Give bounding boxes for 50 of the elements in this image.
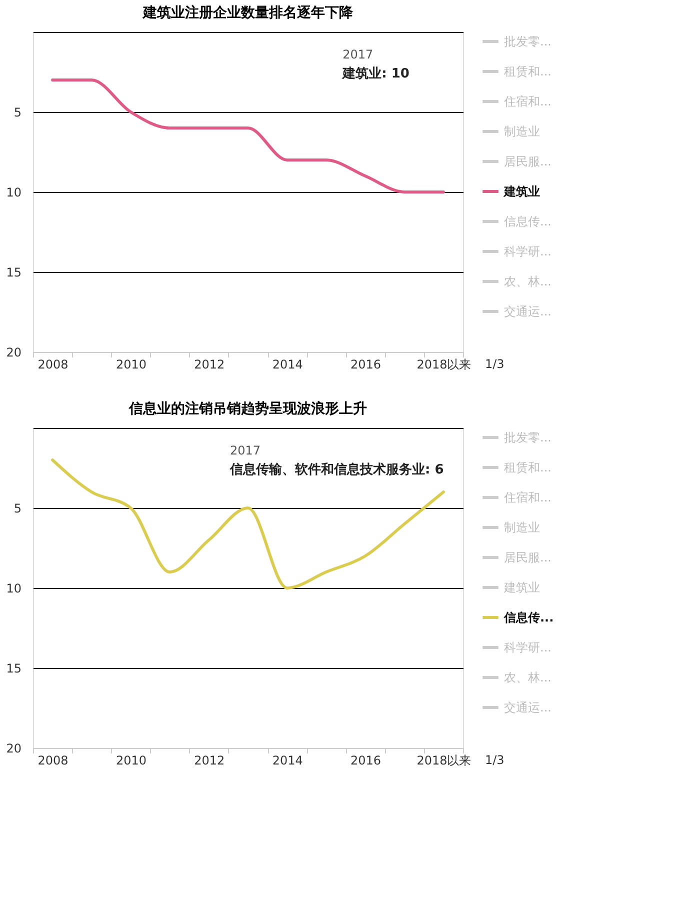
- legend-label: 科学研...: [504, 244, 552, 258]
- y-tick-label: 15: [6, 662, 22, 676]
- x-tick-label: 2008: [38, 358, 68, 372]
- legend-label: 居民服...: [504, 154, 552, 168]
- x-tick-label: 2018以来: [416, 358, 472, 372]
- legend-label: 租赁和...: [504, 64, 552, 78]
- line-series: [51, 458, 445, 590]
- legend-label: 交通运...: [504, 700, 552, 714]
- legend-label: 批发零...: [504, 34, 552, 48]
- annotation: 信息传输、软件和信息技术服务业: 6: [229, 462, 444, 478]
- x-tick-label: 2012: [194, 754, 225, 768]
- y-tick-label: 5: [14, 106, 22, 120]
- x-tick-label: 2010: [116, 358, 146, 372]
- legend-label: 科学研...: [504, 640, 552, 654]
- legend-label: 建筑业: [503, 184, 540, 198]
- legend-label: 农、林...: [504, 670, 552, 684]
- annotation: 建筑业: 10: [342, 66, 410, 82]
- legend-label: 农、林...: [504, 274, 552, 288]
- text: 1/3: [485, 753, 504, 767]
- y-tick-label: 5: [14, 502, 22, 516]
- y-tick-label: 10: [6, 186, 22, 200]
- line-series: [51, 78, 445, 194]
- x-tick-label: 2016: [350, 754, 382, 768]
- legend-label: 住宿和...: [503, 490, 552, 504]
- legend-label: 建筑业: [503, 580, 540, 594]
- legend-label: 信息传...: [504, 214, 552, 228]
- legend-label: 居民服...: [504, 550, 552, 564]
- legend-label: 交通运...: [504, 304, 552, 318]
- y-tick-label: 10: [6, 582, 22, 596]
- legend-label: 制造业: [504, 520, 540, 534]
- y-tick-label: 20: [6, 346, 22, 360]
- legend-label: 制造业: [504, 124, 540, 138]
- y-tick-label: 15: [6, 266, 22, 280]
- legend-label: 信息传...: [503, 610, 554, 624]
- legend-label: 租赁和...: [504, 460, 552, 474]
- chart-title: 信息业的注销吊销趋势呈现波浪形上升: [128, 400, 367, 417]
- annotation: 2017: [342, 47, 374, 62]
- chart-title: 建筑业注册企业数量排名逐年下降: [142, 4, 354, 21]
- legend-label: 批发零...: [504, 430, 552, 444]
- x-tick-label: 2008: [38, 754, 68, 768]
- y-tick-label: 20: [6, 742, 22, 756]
- x-tick-label: 2012: [194, 358, 225, 372]
- x-tick-label: 2016: [350, 358, 382, 372]
- text: 1/3: [485, 357, 504, 371]
- x-tick-label: 2018以来: [416, 754, 472, 768]
- x-tick-label: 2010: [116, 754, 146, 768]
- x-tick-label: 2014: [272, 754, 303, 768]
- x-tick-label: 2014: [272, 358, 303, 372]
- annotation: 2017: [230, 443, 261, 458]
- legend-label: 住宿和...: [503, 94, 552, 108]
